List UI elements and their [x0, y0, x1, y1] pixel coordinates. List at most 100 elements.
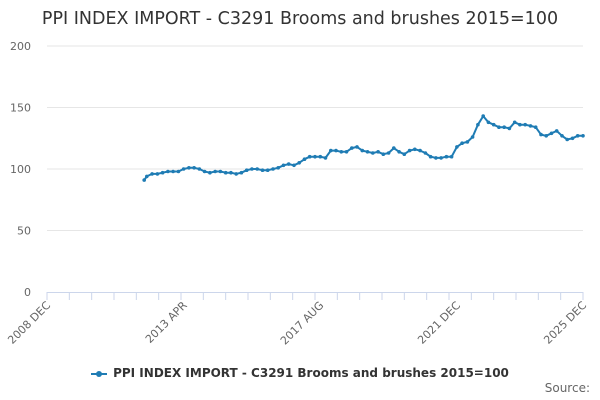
data-point[interactable] [554, 129, 559, 133]
data-point[interactable] [413, 147, 417, 152]
data-point[interactable] [271, 167, 275, 171]
data-point[interactable] [160, 170, 165, 175]
data-point[interactable] [460, 141, 464, 145]
source-credit[interactable]: Source: [544, 381, 590, 395]
x-tick-label: 2021 DEC [415, 299, 463, 347]
data-point[interactable] [507, 126, 512, 131]
data-point[interactable] [518, 122, 522, 127]
data-point[interactable] [371, 151, 375, 155]
data-point[interactable] [218, 169, 223, 174]
data-point[interactable] [213, 169, 217, 174]
y-tick-label: 50 [17, 225, 31, 238]
data-point[interactable] [465, 140, 470, 144]
data-point[interactable] [323, 156, 328, 160]
data-point[interactable] [355, 145, 359, 149]
data-point[interactable] [313, 154, 317, 159]
data-point[interactable] [171, 169, 175, 174]
y-tick-label: 150 [10, 102, 31, 115]
data-point[interactable] [260, 168, 265, 172]
data-point[interactable] [523, 122, 527, 127]
data-point[interactable] [575, 134, 580, 138]
data-point[interactable] [376, 150, 380, 154]
data-point[interactable] [581, 134, 585, 138]
legend[interactable]: PPI INDEX IMPORT - C3291 Brooms and brus… [0, 366, 600, 380]
data-point[interactable] [560, 134, 564, 138]
data-point[interactable] [302, 157, 307, 161]
data-point[interactable] [286, 162, 291, 166]
data-point[interactable] [344, 150, 349, 154]
data-point[interactable] [365, 150, 370, 154]
x-tick-label: 2017 AUG [278, 299, 327, 348]
grid-lines [47, 45, 583, 231]
x-tick-label: 2008 DEC [5, 299, 53, 347]
data-point[interactable] [155, 172, 160, 176]
data-point[interactable] [544, 134, 548, 138]
data-point[interactable] [276, 166, 281, 170]
data-point[interactable] [208, 170, 212, 175]
data-point[interactable] [449, 154, 454, 159]
data-point[interactable] [439, 156, 443, 160]
data-point[interactable] [476, 122, 480, 127]
data-point[interactable] [265, 168, 270, 172]
data-point[interactable] [150, 172, 154, 176]
legend-dot-swatch [96, 370, 103, 377]
x-tick-label: 2013 APR [143, 299, 190, 346]
data-point[interactable] [486, 120, 491, 125]
data-point[interactable] [565, 137, 569, 142]
data-point[interactable] [334, 148, 338, 153]
data-point[interactable] [234, 172, 238, 176]
data-point[interactable] [281, 163, 286, 168]
data-point[interactable] [481, 114, 486, 118]
data-point[interactable] [381, 152, 386, 156]
data-point[interactable] [434, 156, 438, 160]
data-point[interactable] [392, 146, 396, 150]
data-point[interactable] [181, 167, 186, 171]
data-point[interactable] [223, 170, 228, 175]
data-point[interactable] [145, 174, 149, 179]
data-point[interactable] [423, 151, 428, 155]
data-point[interactable] [292, 163, 296, 168]
data-point[interactable] [570, 136, 575, 141]
data-point[interactable] [350, 146, 354, 150]
series-line[interactable] [143, 115, 584, 182]
data-point[interactable] [455, 145, 459, 149]
data-point[interactable] [360, 148, 365, 153]
data-point[interactable] [402, 152, 407, 156]
data-point[interactable] [491, 122, 496, 127]
data-point[interactable] [202, 169, 207, 174]
data-point[interactable] [497, 125, 501, 129]
data-point[interactable] [512, 120, 517, 125]
data-point[interactable] [197, 167, 202, 171]
data-point[interactable] [428, 154, 433, 159]
data-point[interactable] [397, 150, 401, 154]
data-point[interactable] [244, 168, 249, 172]
data-point[interactable] [229, 170, 233, 175]
data-point[interactable] [255, 167, 259, 171]
data-point[interactable] [297, 161, 302, 165]
data-point[interactable] [142, 178, 146, 182]
data-point[interactable] [329, 148, 333, 153]
data-point[interactable] [307, 154, 312, 159]
legend-marker-icon [91, 369, 108, 379]
data-point[interactable] [239, 170, 244, 175]
x-axis: 2008 DEC 2013 APR 2017 AUG 2021 DEC 2025 DEC [5, 292, 589, 347]
data-point[interactable] [407, 148, 412, 153]
data-point[interactable] [549, 131, 554, 136]
data-point[interactable] [533, 125, 538, 129]
data-point[interactable] [386, 151, 391, 155]
data-point[interactable] [502, 125, 507, 129]
data-point[interactable] [539, 132, 543, 137]
data-point[interactable] [470, 135, 475, 139]
data-point[interactable] [166, 169, 170, 174]
data-point[interactable] [418, 148, 422, 153]
data-point[interactable] [250, 167, 254, 171]
data-point[interactable] [187, 166, 191, 170]
data-point[interactable] [192, 166, 196, 170]
data-point[interactable] [318, 154, 323, 159]
data-point[interactable] [444, 154, 449, 159]
series-group[interactable] [142, 114, 585, 182]
data-point[interactable] [176, 169, 181, 174]
data-point[interactable] [339, 150, 344, 154]
data-point[interactable] [528, 124, 533, 128]
